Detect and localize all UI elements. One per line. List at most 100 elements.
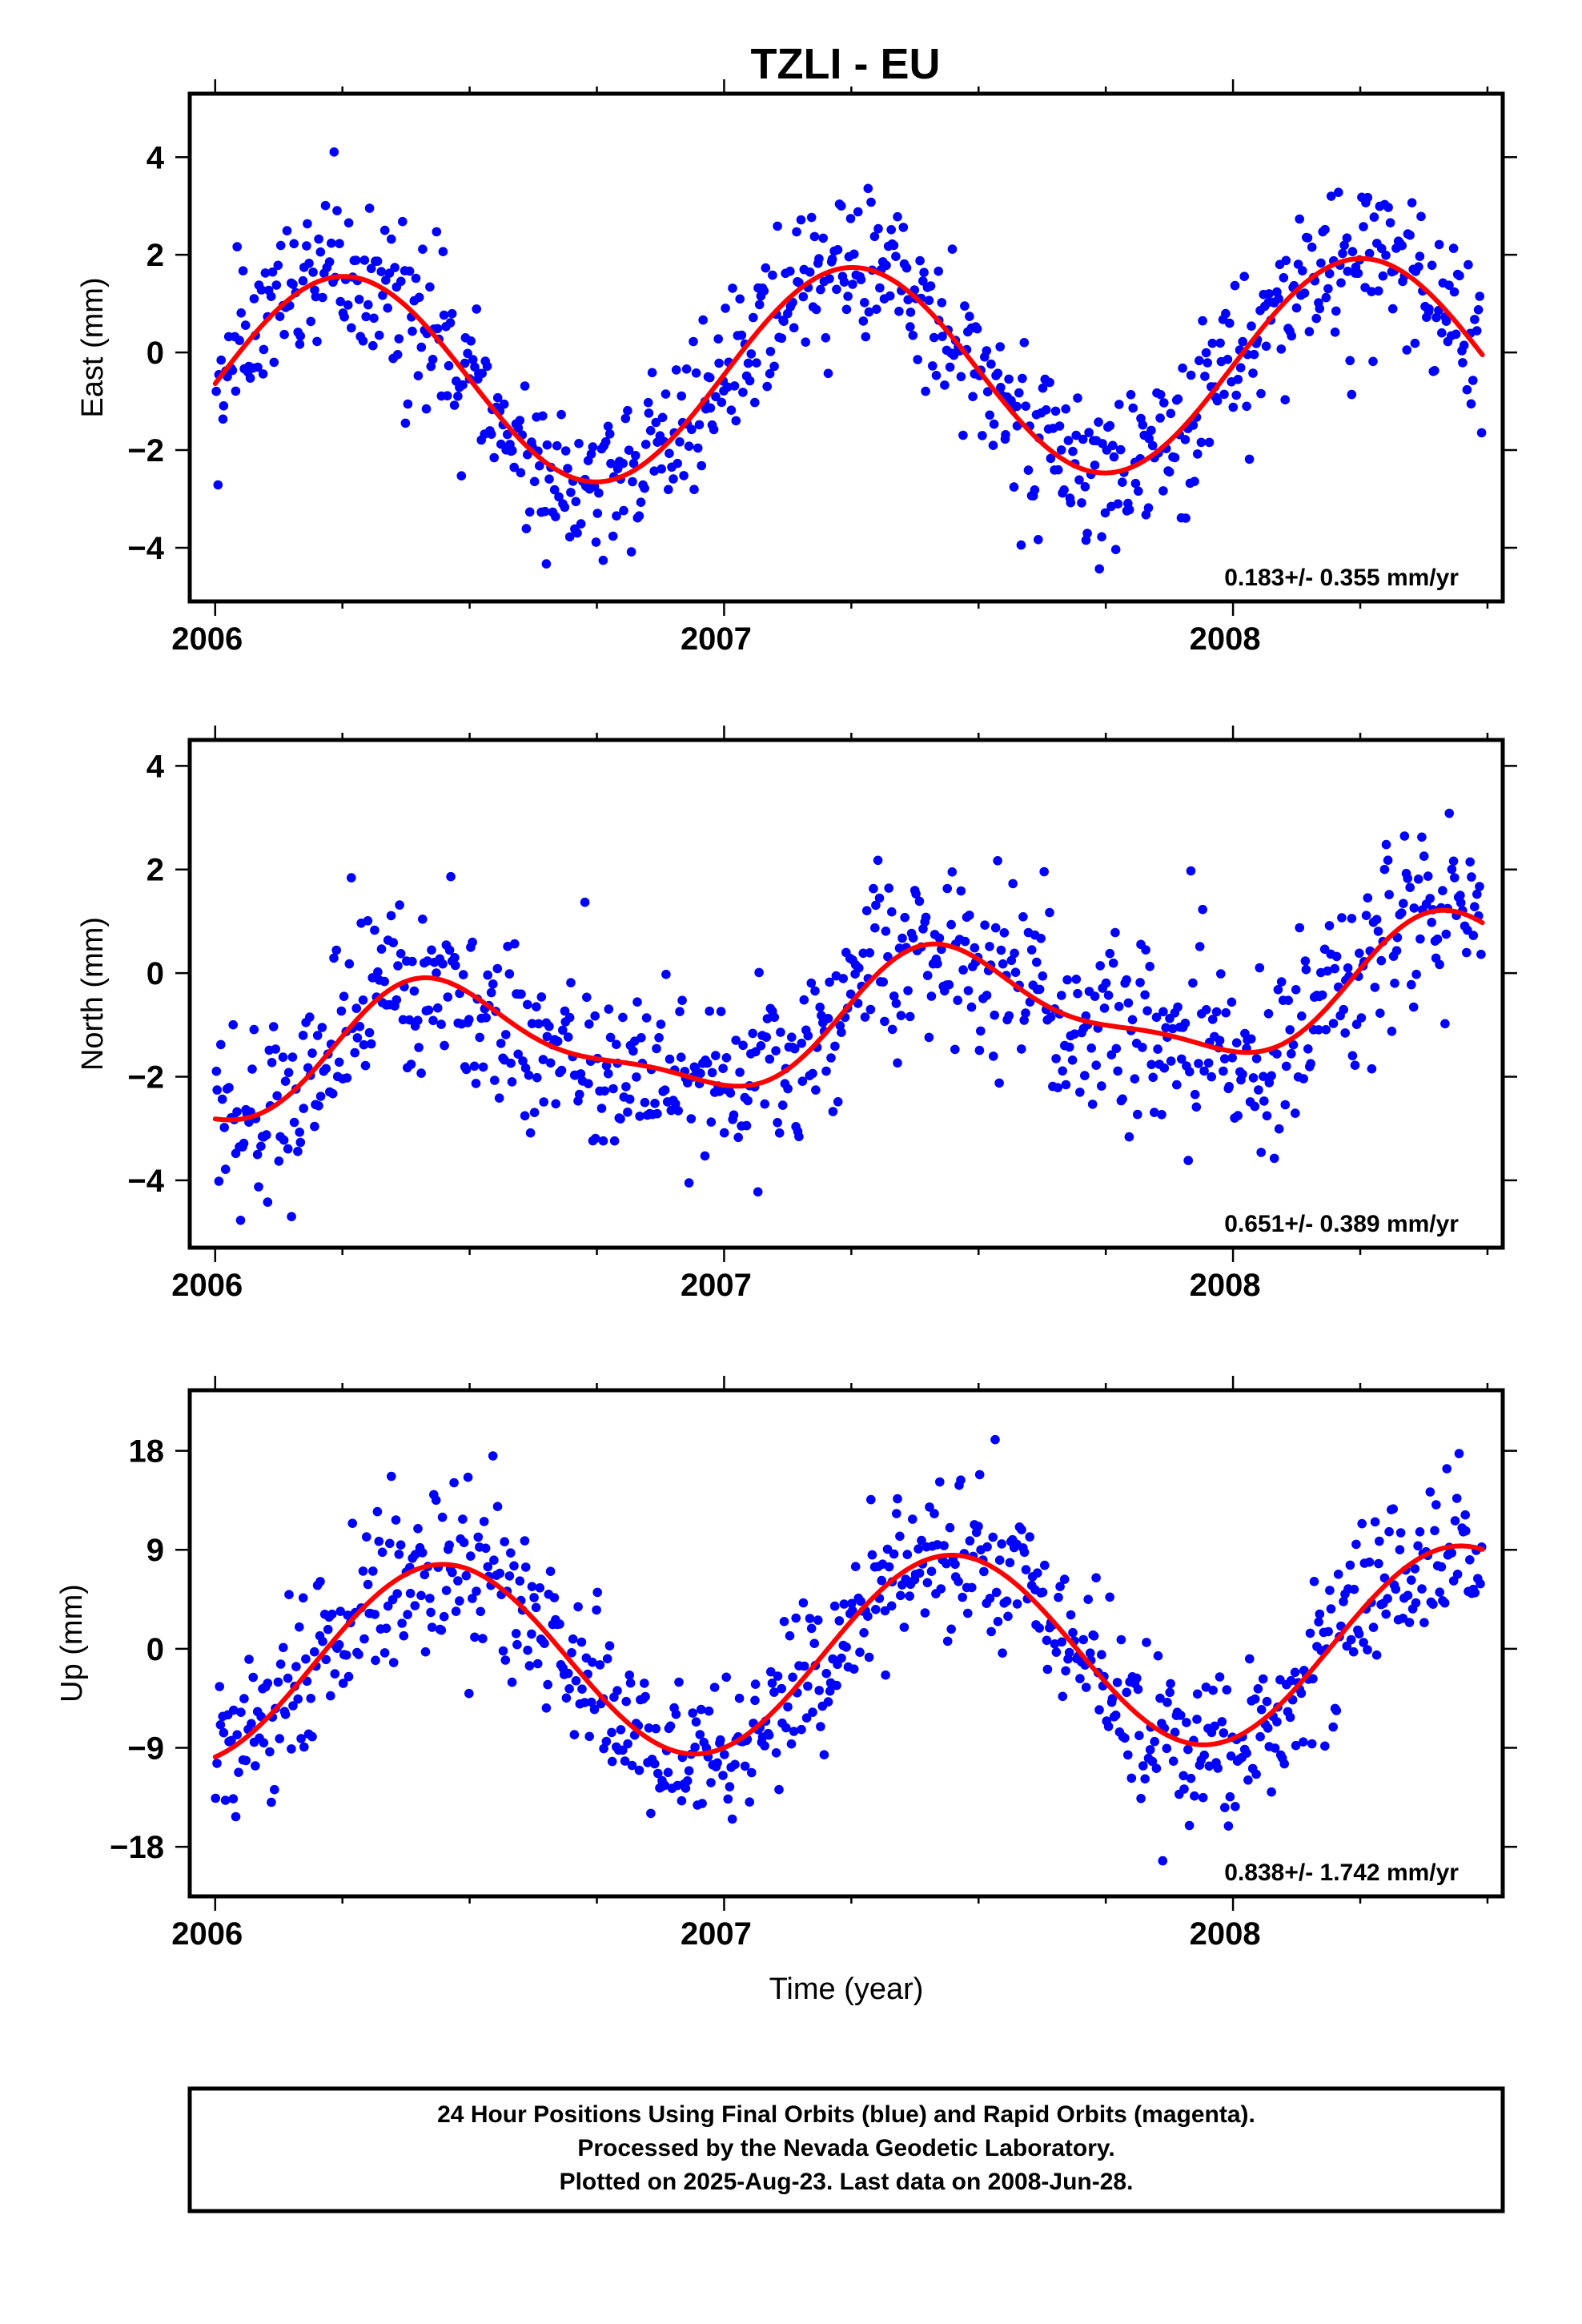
data-point bbox=[513, 1049, 523, 1059]
data-point bbox=[808, 1068, 817, 1079]
data-point bbox=[816, 1722, 825, 1731]
data-point bbox=[436, 1625, 447, 1635]
data-point bbox=[1178, 363, 1187, 373]
data-point bbox=[1178, 1771, 1188, 1781]
data-point bbox=[1307, 1739, 1317, 1749]
data-point bbox=[837, 1027, 846, 1037]
data-point bbox=[665, 1054, 675, 1064]
data-point bbox=[273, 1677, 283, 1687]
data-point bbox=[750, 1679, 761, 1689]
data-point bbox=[287, 1052, 298, 1062]
data-point bbox=[618, 458, 628, 468]
data-point bbox=[584, 1019, 594, 1029]
data-point bbox=[390, 263, 400, 272]
data-point bbox=[896, 1011, 906, 1020]
data-point bbox=[873, 855, 883, 866]
data-point bbox=[1227, 997, 1237, 1007]
data-point bbox=[590, 1011, 600, 1021]
data-point bbox=[1248, 1073, 1259, 1083]
data-point bbox=[920, 1608, 930, 1618]
data-point bbox=[1073, 988, 1082, 999]
data-point bbox=[640, 1097, 650, 1108]
data-point bbox=[1200, 372, 1210, 381]
data-point bbox=[1180, 1018, 1191, 1028]
data-point bbox=[934, 933, 945, 943]
data-point bbox=[1339, 1004, 1348, 1015]
data-point bbox=[958, 1592, 967, 1602]
data-point bbox=[1447, 864, 1457, 875]
data-point bbox=[1238, 336, 1247, 347]
data-point bbox=[1280, 1100, 1291, 1110]
data-point bbox=[1274, 294, 1283, 304]
data-point bbox=[539, 1097, 548, 1107]
data-point bbox=[1339, 240, 1349, 251]
data-point bbox=[656, 464, 666, 474]
data-point bbox=[1315, 1609, 1325, 1619]
data-point bbox=[1173, 1002, 1182, 1012]
data-point bbox=[882, 1544, 893, 1554]
data-point bbox=[1122, 1687, 1131, 1698]
data-point bbox=[690, 1743, 700, 1752]
data-point bbox=[616, 1725, 626, 1735]
data-point bbox=[472, 1586, 481, 1596]
data-point bbox=[1233, 375, 1243, 384]
data-point bbox=[1462, 947, 1472, 958]
data-point bbox=[1087, 1100, 1098, 1109]
data-point bbox=[877, 1575, 886, 1586]
data-point bbox=[860, 1012, 870, 1022]
data-point bbox=[806, 978, 817, 988]
data-point bbox=[1142, 1638, 1151, 1647]
data-point bbox=[296, 1734, 306, 1743]
data-point bbox=[870, 923, 880, 933]
data-point bbox=[831, 971, 841, 981]
data-point bbox=[1199, 1066, 1209, 1076]
data-point bbox=[1245, 1654, 1255, 1664]
data-point bbox=[1269, 1153, 1279, 1164]
data-point bbox=[1390, 979, 1399, 988]
data-point bbox=[1062, 975, 1072, 985]
data-point bbox=[1410, 1564, 1420, 1574]
data-point bbox=[1145, 1745, 1155, 1755]
x-tick-label: 2007 bbox=[681, 621, 752, 657]
data-point bbox=[473, 1532, 484, 1542]
data-point bbox=[1114, 400, 1124, 409]
data-point bbox=[265, 1747, 275, 1757]
data-point bbox=[1431, 1500, 1441, 1510]
data-point bbox=[306, 316, 316, 327]
data-point bbox=[636, 497, 646, 507]
data-point bbox=[654, 1033, 664, 1043]
data-point bbox=[334, 1057, 344, 1068]
data-point bbox=[1053, 1083, 1062, 1092]
data-point bbox=[669, 474, 678, 484]
data-point bbox=[871, 1605, 881, 1614]
data-point bbox=[399, 1630, 409, 1641]
data-point bbox=[1190, 476, 1199, 486]
data-point bbox=[544, 1021, 554, 1031]
data-point bbox=[649, 1759, 660, 1769]
data-point bbox=[818, 233, 828, 243]
data-point bbox=[1263, 1723, 1273, 1733]
data-point bbox=[921, 386, 930, 396]
data-point bbox=[1413, 1541, 1423, 1551]
data-point bbox=[555, 1619, 564, 1629]
x-tick-label: 2007 bbox=[681, 1916, 752, 1952]
data-point bbox=[432, 227, 442, 237]
x-tick-label: 2007 bbox=[681, 1268, 752, 1303]
data-point bbox=[604, 1004, 614, 1014]
data-point bbox=[416, 1590, 426, 1601]
data-point bbox=[321, 1063, 331, 1074]
data-point bbox=[1342, 233, 1352, 243]
data-point bbox=[986, 359, 996, 369]
data-point bbox=[833, 1097, 843, 1107]
data-point bbox=[432, 968, 441, 978]
data-point bbox=[1180, 435, 1191, 444]
data-point bbox=[1196, 437, 1207, 448]
data-point bbox=[767, 1679, 777, 1688]
data-point bbox=[686, 1114, 697, 1124]
data-point bbox=[1094, 1705, 1104, 1715]
data-point bbox=[624, 445, 634, 455]
data-point bbox=[232, 242, 243, 251]
data-point bbox=[1320, 1741, 1330, 1751]
data-point bbox=[551, 512, 560, 521]
